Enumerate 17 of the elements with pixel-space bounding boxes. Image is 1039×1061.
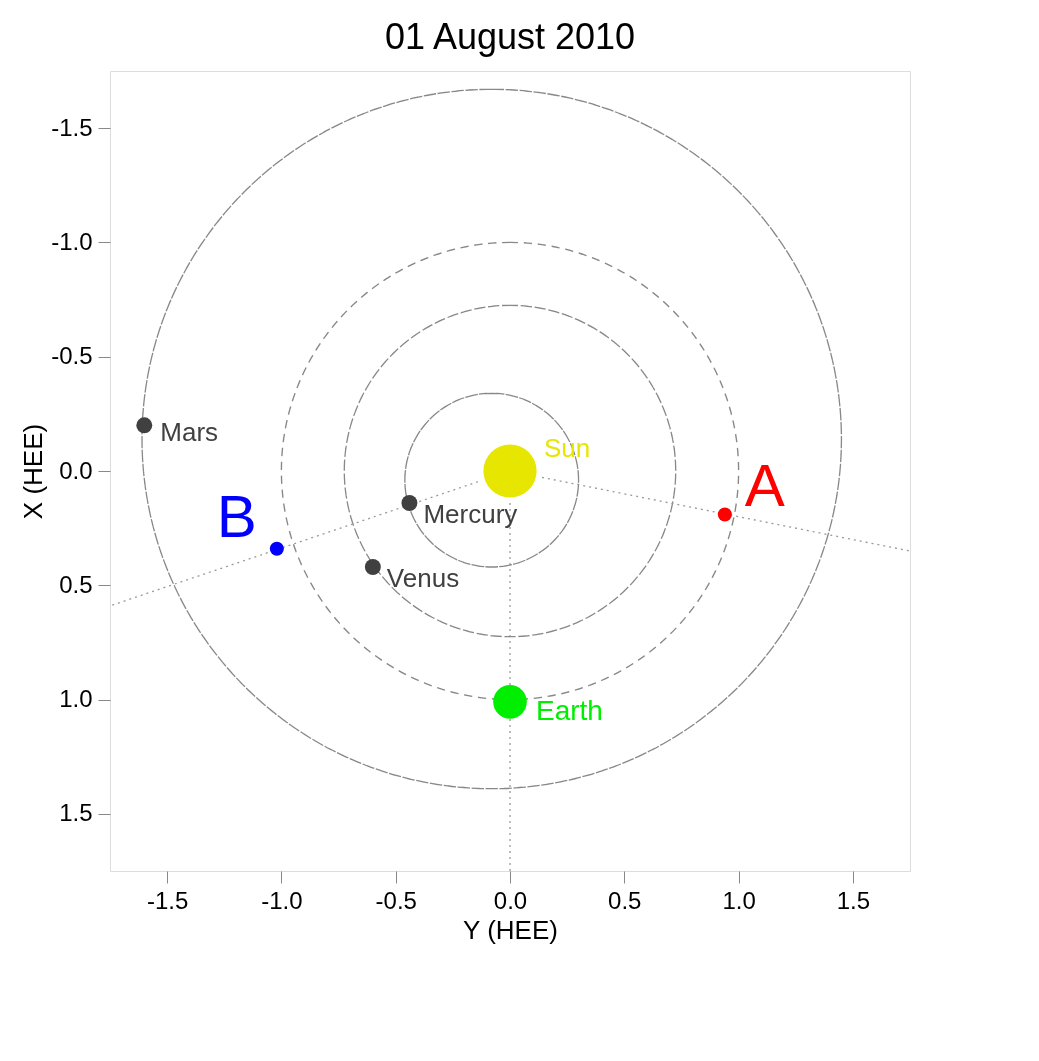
x-tick-label: 0.5 <box>608 886 642 914</box>
y-tick-label: -0.5 <box>51 342 93 370</box>
x-tick-label: 1.5 <box>836 886 871 914</box>
y-axis-title: X (HEE) <box>18 423 49 520</box>
y-tick-label: 0.5 <box>59 570 93 598</box>
x-tick-label: -0.5 <box>375 886 417 914</box>
x-axis-title: Y (HEE) <box>463 914 558 945</box>
y-tick-label: 0.0 <box>59 456 93 484</box>
y-tick-label: -1.5 <box>51 113 93 141</box>
y-tick-label: -1.0 <box>51 227 93 255</box>
x-tick-label: -1.5 <box>146 886 189 914</box>
x-tick-label: 1.0 <box>722 886 756 914</box>
y-tick-label: 1.5 <box>59 799 93 827</box>
x-tick-label: 0.0 <box>493 886 528 914</box>
y-tick-label: 1.0 <box>59 685 93 713</box>
x-tick-label: -1.0 <box>261 886 303 914</box>
chart-title: 01 August 2010 <box>384 16 636 57</box>
